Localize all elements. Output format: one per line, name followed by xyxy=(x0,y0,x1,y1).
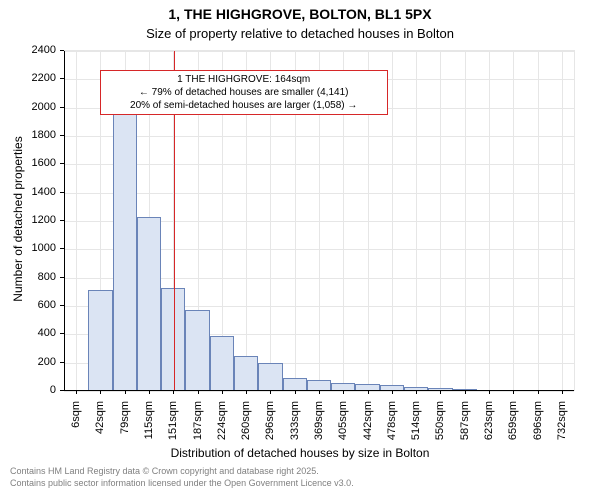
y-tick-label: 1800 xyxy=(0,129,56,141)
x-tick-label: 550sqm xyxy=(434,401,446,451)
grid-line-v xyxy=(562,51,563,391)
x-tick-label: 333sqm xyxy=(289,401,301,451)
x-tick-label: 296sqm xyxy=(264,401,276,451)
x-tick-label: 187sqm xyxy=(192,401,204,451)
y-tick-label: 0 xyxy=(0,384,56,396)
x-tick-mark xyxy=(513,390,514,394)
x-tick-mark xyxy=(562,390,563,394)
x-tick-label: 6sqm xyxy=(70,401,82,451)
y-axis-line xyxy=(64,51,65,391)
annotation-line-2: ← 79% of detached houses are smaller (4,… xyxy=(107,86,381,99)
y-tick-label: 1000 xyxy=(0,242,56,254)
x-tick-mark xyxy=(440,390,441,394)
x-tick-label: 42sqm xyxy=(94,401,106,451)
x-tick-label: 587sqm xyxy=(459,401,471,451)
y-tick-label: 2200 xyxy=(0,72,56,84)
x-tick-label: 260sqm xyxy=(240,401,252,451)
bar xyxy=(258,363,282,391)
grid-line-v xyxy=(513,51,514,391)
bar xyxy=(88,290,112,391)
x-tick-mark xyxy=(319,390,320,394)
x-tick-mark xyxy=(343,390,344,394)
x-tick-label: 405sqm xyxy=(337,401,349,451)
grid-line-v xyxy=(440,51,441,391)
x-tick-mark xyxy=(489,390,490,394)
footer-line-1: Contains HM Land Registry data © Crown c… xyxy=(10,466,319,476)
x-axis-label: Distribution of detached houses by size … xyxy=(0,446,600,460)
plot-area: 1 THE HIGHGROVE: 164sqm ← 79% of detache… xyxy=(64,50,575,391)
annotation-line-3: 20% of semi-detached houses are larger (… xyxy=(107,99,381,112)
x-tick-label: 514sqm xyxy=(410,401,422,451)
x-tick-label: 659sqm xyxy=(507,401,519,451)
x-tick-label: 696sqm xyxy=(532,401,544,451)
x-tick-mark xyxy=(246,390,247,394)
grid-line-v xyxy=(76,51,77,391)
annotation-line-1: 1 THE HIGHGROVE: 164sqm xyxy=(107,73,381,86)
y-tick-label: 200 xyxy=(0,356,56,368)
y-tick-label: 400 xyxy=(0,327,56,339)
chart-container: 1, THE HIGHGROVE, BOLTON, BL1 5PX Size o… xyxy=(0,0,600,500)
x-tick-mark xyxy=(125,390,126,394)
x-tick-mark xyxy=(392,390,393,394)
x-tick-label: 478sqm xyxy=(386,401,398,451)
annotation-box: 1 THE HIGHGROVE: 164sqm ← 79% of detache… xyxy=(100,70,388,115)
x-tick-mark xyxy=(100,390,101,394)
x-tick-label: 369sqm xyxy=(313,401,325,451)
y-tick-label: 1200 xyxy=(0,214,56,226)
y-tick-label: 1600 xyxy=(0,157,56,169)
x-tick-label: 79sqm xyxy=(119,401,131,451)
x-tick-mark xyxy=(538,390,539,394)
y-tick-label: 600 xyxy=(0,299,56,311)
grid-line-v xyxy=(465,51,466,391)
x-tick-label: 442sqm xyxy=(362,401,374,451)
footer-line-2: Contains public sector information licen… xyxy=(10,478,354,488)
bar xyxy=(113,113,137,391)
grid-line-v xyxy=(489,51,490,391)
x-tick-mark xyxy=(295,390,296,394)
x-tick-label: 224sqm xyxy=(216,401,228,451)
y-tick-label: 1400 xyxy=(0,186,56,198)
x-tick-mark xyxy=(76,390,77,394)
x-tick-mark xyxy=(270,390,271,394)
y-tick-label: 2000 xyxy=(0,101,56,113)
x-tick-label: 732sqm xyxy=(556,401,568,451)
x-tick-mark xyxy=(173,390,174,394)
x-tick-label: 151sqm xyxy=(167,401,179,451)
bar xyxy=(185,310,209,391)
bar xyxy=(234,356,258,391)
bar xyxy=(137,217,161,391)
chart-subtitle: Size of property relative to detached ho… xyxy=(0,26,600,41)
x-tick-label: 623sqm xyxy=(483,401,495,451)
grid-line-v xyxy=(392,51,393,391)
grid-line-v xyxy=(538,51,539,391)
x-tick-label: 115sqm xyxy=(143,401,155,451)
x-tick-mark xyxy=(149,390,150,394)
x-tick-mark xyxy=(368,390,369,394)
x-tick-mark xyxy=(416,390,417,394)
chart-title: 1, THE HIGHGROVE, BOLTON, BL1 5PX xyxy=(0,6,600,22)
bar xyxy=(210,336,234,391)
y-tick-label: 2400 xyxy=(0,44,56,56)
x-tick-mark xyxy=(465,390,466,394)
grid-line-v xyxy=(416,51,417,391)
y-tick-label: 800 xyxy=(0,271,56,283)
x-tick-mark xyxy=(198,390,199,394)
x-tick-mark xyxy=(222,390,223,394)
